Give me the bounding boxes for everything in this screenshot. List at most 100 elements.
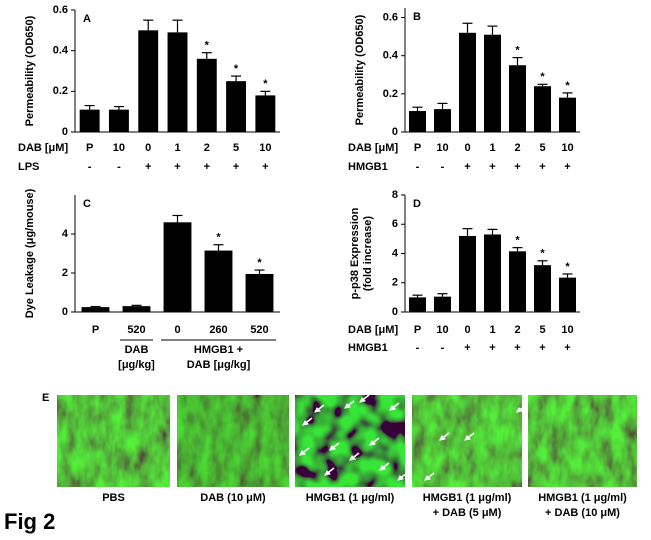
bar <box>255 95 276 132</box>
arrow-head <box>397 475 405 481</box>
treatment-mark: + <box>564 342 570 354</box>
bar <box>138 30 159 132</box>
x-tick-label: 10 <box>259 142 271 154</box>
panel-label: D <box>413 198 421 210</box>
bar <box>108 109 129 132</box>
panel-label: A <box>83 13 91 25</box>
x-tick-label: 0 <box>145 142 151 154</box>
bar <box>167 32 188 132</box>
x-tick-label: 0 <box>464 142 470 154</box>
y-axis-label: p-p38 Expression <box>349 207 361 299</box>
y-tick-label: 2 <box>62 267 68 279</box>
y-tick-label: 0.6 <box>53 4 68 16</box>
x-tick-label: P <box>92 324 99 336</box>
treatment-mark: + <box>464 342 470 354</box>
row-label: DAB [μM] <box>18 142 68 154</box>
treatment-mark: + <box>564 161 570 173</box>
arrow-head <box>379 465 387 471</box>
significance-mark: * <box>234 63 239 75</box>
bar <box>434 296 451 312</box>
y-axis-label: Permeability (OD650) <box>354 14 366 125</box>
arrow-head <box>359 397 367 403</box>
x-tick-label: 260 <box>209 324 227 336</box>
treatment-mark: + <box>204 161 210 173</box>
caption: PBS <box>102 492 125 504</box>
treatment-mark: + <box>233 161 239 173</box>
micrograph <box>177 395 289 487</box>
arrow-head <box>324 470 332 476</box>
significance-mark: * <box>540 71 545 83</box>
x-tick-label: 0 <box>174 324 180 336</box>
micrograph-texture <box>295 395 405 487</box>
bar <box>409 111 426 132</box>
bar <box>196 58 217 132</box>
group-label: [μg/kg] <box>118 359 155 371</box>
y-axis-label: (fold increase) <box>362 216 374 292</box>
significance-mark: * <box>515 235 520 247</box>
significance-mark: * <box>565 80 570 92</box>
bar <box>79 109 100 132</box>
caption: DAB (10 μM) <box>200 492 266 504</box>
treatment-mark: - <box>441 342 445 354</box>
treatment-mark: - <box>416 342 420 354</box>
x-tick-label: 10 <box>113 142 125 154</box>
caption: + DAB (5 μM) <box>433 507 502 519</box>
group-label: DAB [μg/kg] <box>187 359 251 371</box>
micrograph-texture <box>528 395 637 487</box>
figure-label: Fig 2 <box>4 509 55 534</box>
y-tick-label: 0.4 <box>53 45 69 57</box>
treatment-mark: - <box>117 161 121 173</box>
x-tick-label: P <box>86 142 93 154</box>
y-tick-label: 0.4 <box>383 50 399 62</box>
y-axis-label: Permeability (OD650) <box>24 15 36 126</box>
y-tick-label: 6 <box>392 218 398 230</box>
x-tick-label: 2 <box>204 142 210 154</box>
arrow-head <box>424 475 432 481</box>
treatment-mark: + <box>514 161 520 173</box>
micrograph-texture <box>412 395 522 487</box>
x-tick-label: 10 <box>561 324 573 336</box>
y-tick-label: 0 <box>62 306 68 318</box>
treatment-mark: + <box>539 342 545 354</box>
arrow-head <box>464 435 472 441</box>
bar <box>534 86 551 132</box>
treatment-mark: + <box>489 161 495 173</box>
caption: HMGB1 (1 μg/ml) <box>423 492 512 504</box>
panel-label: E <box>42 392 49 404</box>
x-tick-label: 1 <box>489 142 495 154</box>
arrow-head <box>329 445 337 451</box>
x-tick-label: 5 <box>233 142 239 154</box>
bar <box>559 97 576 132</box>
x-tick-label: 520 <box>127 324 145 336</box>
row-label: HMGB1 <box>348 342 388 354</box>
bar <box>509 251 526 312</box>
bar <box>163 222 192 312</box>
bar <box>409 297 426 312</box>
y-tick-label: 4 <box>392 247 399 259</box>
treatment-mark: + <box>145 161 151 173</box>
bar <box>509 65 526 132</box>
x-tick-label: 2 <box>514 324 520 336</box>
y-tick-label: 2 <box>392 277 398 289</box>
significance-mark: * <box>257 257 262 269</box>
significance-mark: * <box>216 232 221 244</box>
arrow-head <box>344 403 352 409</box>
panel-label: B <box>413 11 421 23</box>
bar <box>204 250 233 312</box>
row-label: LPS <box>18 161 39 173</box>
significance-mark: * <box>540 248 545 260</box>
treatment-mark: - <box>441 161 445 173</box>
significance-mark: * <box>263 78 268 90</box>
bar <box>484 234 501 312</box>
row-label: HMGB1 <box>348 161 388 173</box>
micrograph <box>528 395 637 487</box>
group-label: DAB <box>125 344 149 356</box>
y-tick-label: 0 <box>392 306 398 318</box>
caption: + DAB (10 μM) <box>545 507 620 519</box>
treatment-mark: + <box>514 342 520 354</box>
treatment-mark: + <box>539 161 545 173</box>
bar <box>559 277 576 312</box>
arrow-head <box>302 420 310 426</box>
bar <box>534 265 551 312</box>
